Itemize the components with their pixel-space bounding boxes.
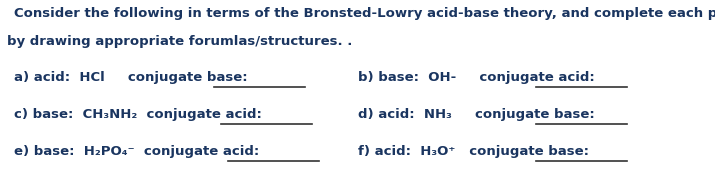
Text: d) acid:  NH₃     conjugate base:: d) acid: NH₃ conjugate base: <box>358 108 599 121</box>
Text: by drawing appropriate forumlas/structures. .: by drawing appropriate forumlas/structur… <box>7 35 352 49</box>
Text: a) acid:  HCl     conjugate base:: a) acid: HCl conjugate base: <box>14 71 252 84</box>
Text: b) base:  OH-     conjugate acid:: b) base: OH- conjugate acid: <box>358 71 599 84</box>
Text: Consider the following in terms of the Bronsted-Lowry acid-base theory, and comp: Consider the following in terms of the B… <box>0 7 715 20</box>
Text: f) acid:  H₃O⁺   conjugate base:: f) acid: H₃O⁺ conjugate base: <box>358 145 593 158</box>
Text: e) base:  H₂PO₄⁻  conjugate acid:: e) base: H₂PO₄⁻ conjugate acid: <box>14 145 264 158</box>
Text: c) base:  CH₃NH₂  conjugate acid:: c) base: CH₃NH₂ conjugate acid: <box>14 108 267 121</box>
